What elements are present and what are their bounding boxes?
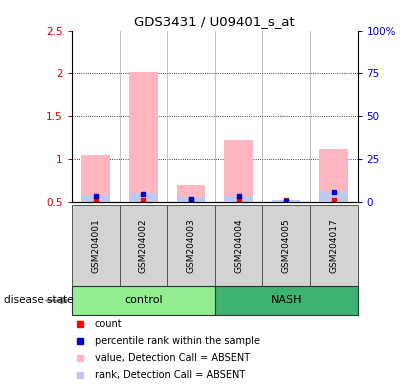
Text: control: control xyxy=(124,295,163,306)
Bar xyxy=(129,193,158,202)
Bar xyxy=(167,205,215,286)
Bar xyxy=(120,205,167,286)
Bar xyxy=(72,286,215,315)
Bar xyxy=(129,72,158,202)
Bar xyxy=(177,197,205,202)
Bar xyxy=(81,155,110,202)
Text: GSM204002: GSM204002 xyxy=(139,218,148,273)
Bar xyxy=(224,195,253,202)
Bar xyxy=(224,140,253,202)
Title: GDS3431 / U09401_s_at: GDS3431 / U09401_s_at xyxy=(134,15,295,28)
Bar xyxy=(272,200,300,202)
Bar xyxy=(319,191,348,202)
Bar xyxy=(177,185,205,202)
Text: NASH: NASH xyxy=(270,295,302,306)
Bar xyxy=(215,286,358,315)
Text: disease state: disease state xyxy=(4,295,74,306)
Bar xyxy=(262,205,310,286)
Text: count: count xyxy=(95,318,122,329)
Bar xyxy=(272,200,300,202)
Text: value, Detection Call = ABSENT: value, Detection Call = ABSENT xyxy=(95,353,250,363)
Bar xyxy=(72,205,120,286)
Bar xyxy=(215,205,262,286)
Text: GSM204004: GSM204004 xyxy=(234,218,243,273)
Bar xyxy=(81,195,110,202)
Bar xyxy=(319,149,348,202)
Bar xyxy=(310,205,358,286)
Text: GSM204017: GSM204017 xyxy=(329,218,338,273)
Text: GSM204003: GSM204003 xyxy=(187,218,196,273)
Text: GSM204005: GSM204005 xyxy=(282,218,291,273)
Text: percentile rank within the sample: percentile rank within the sample xyxy=(95,336,260,346)
Text: rank, Detection Call = ABSENT: rank, Detection Call = ABSENT xyxy=(95,370,245,381)
Text: GSM204001: GSM204001 xyxy=(91,218,100,273)
